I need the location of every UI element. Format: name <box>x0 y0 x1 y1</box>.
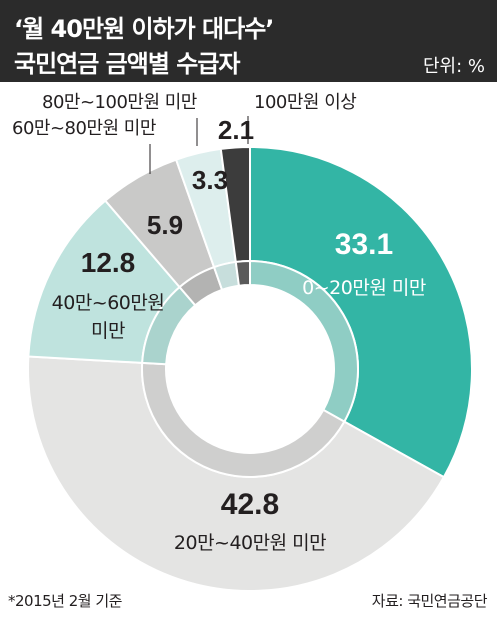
donut-chart: 33.1 0~20만원 미만 42.8 20만~40만원 미만 12.8 40만~60만원… <box>12 92 473 590</box>
value-label-2: 12.8 <box>81 247 136 278</box>
value-label-5: 2.1 <box>218 115 254 145</box>
value-label-1: 42.8 <box>221 488 279 521</box>
category-label-5-0: 100만원 이상 <box>254 92 356 113</box>
chart-title: ‘월 40만원 이하가 대다수’ <box>14 15 274 43</box>
category-label-3-0: 60만~80만원 미만 <box>12 118 156 139</box>
value-label-3: 5.9 <box>147 210 183 240</box>
value-label-0: 33.1 <box>335 228 393 261</box>
value-label-4: 3.3 <box>192 165 228 195</box>
category-label-1-0: 20만~40만원 미만 <box>174 532 326 554</box>
donut-inner-ring-5 <box>234 259 251 287</box>
category-label-2-0: 40만~60만원 <box>52 292 165 314</box>
chart-header: ‘월 40만원 이하가 대다수’ 국민연금 금액별 수급자 단위: % <box>0 0 497 82</box>
category-label-2-1: 미만 <box>91 320 125 342</box>
chart-subtitle: 국민연금 금액별 수급자 <box>14 50 241 78</box>
category-label-0-0: 0~20만원 미만 <box>302 277 426 299</box>
unit-label: 단위: % <box>422 56 485 77</box>
donut-hole <box>166 285 334 453</box>
source-credit: 자료: 국민연금공단 <box>371 592 488 610</box>
footnote: *2015년 2월 기준 <box>8 592 122 610</box>
category-label-4-0: 80만~100만원 미만 <box>42 92 197 113</box>
